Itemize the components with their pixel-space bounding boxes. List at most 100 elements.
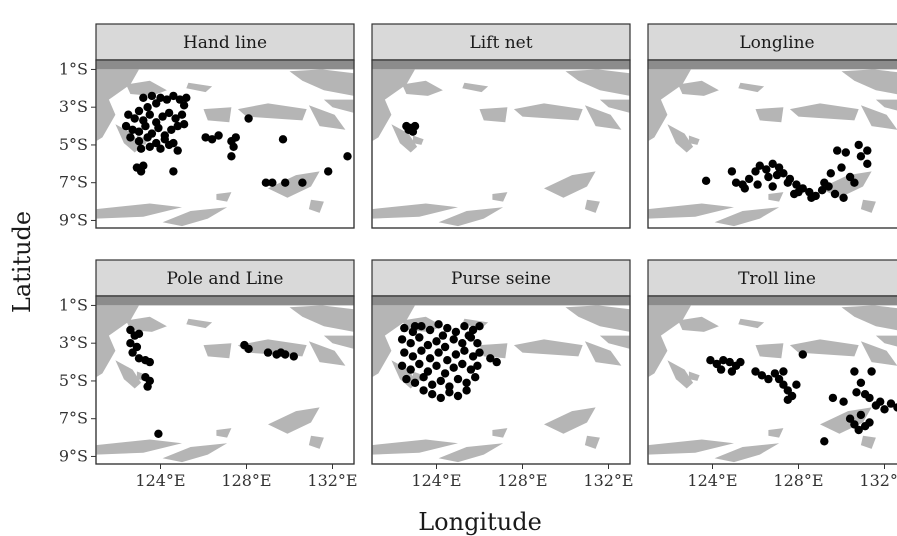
data-point — [893, 403, 897, 412]
landmass — [412, 135, 424, 145]
data-point — [436, 376, 445, 386]
landmass — [678, 80, 719, 96]
landmass — [308, 435, 324, 449]
landmass — [162, 443, 228, 463]
panel-frame — [371, 295, 631, 465]
data-point — [880, 405, 889, 414]
y-tick-label: 7°S — [59, 173, 88, 192]
landmass — [372, 69, 415, 142]
data-point — [397, 335, 407, 344]
data-point — [863, 159, 872, 168]
facet-hand-line: Hand line 1°S 3°S 5°S 7°S 9°S — [59, 23, 355, 229]
landmass — [738, 318, 765, 329]
data-point — [177, 110, 187, 119]
data-point — [121, 121, 131, 131]
landmass — [268, 171, 320, 198]
point-layer — [126, 325, 298, 438]
landmass — [391, 124, 418, 153]
data-point — [807, 193, 816, 202]
landmass — [438, 207, 504, 227]
landmass — [216, 192, 232, 202]
panel-frame — [95, 295, 355, 465]
landmass — [789, 103, 859, 121]
data-point — [830, 189, 840, 199]
data-point — [158, 112, 167, 121]
data-point — [408, 352, 418, 361]
data-point — [229, 142, 238, 151]
landmass — [203, 107, 232, 123]
data-point — [701, 176, 711, 185]
landmass — [96, 296, 354, 306]
data-point — [134, 106, 144, 116]
landmass — [186, 318, 213, 329]
data-point — [171, 114, 180, 123]
data-point — [828, 393, 838, 403]
data-point — [182, 93, 191, 103]
data-point — [740, 184, 749, 193]
landmass — [115, 360, 142, 389]
y-tick-label: 9°S — [59, 446, 88, 465]
panel-frame — [647, 295, 897, 465]
data-point — [134, 137, 144, 146]
data-point — [173, 121, 182, 131]
data-point — [406, 339, 415, 348]
landmass — [96, 439, 182, 455]
data-point — [798, 350, 807, 359]
data-point — [856, 152, 866, 161]
data-point — [854, 425, 863, 435]
data-point — [343, 152, 352, 161]
facet-title: Longline — [739, 33, 814, 53]
data-point — [852, 388, 861, 397]
data-point — [751, 167, 760, 176]
data-point — [458, 359, 467, 369]
landmass — [688, 135, 700, 145]
data-point — [289, 352, 298, 361]
landmass — [289, 305, 354, 332]
point-layer — [121, 91, 352, 187]
data-point — [136, 144, 146, 153]
data-point — [143, 103, 152, 112]
y-axis-title: Latitude — [8, 211, 36, 313]
landmass — [268, 407, 320, 434]
data-point — [268, 178, 277, 187]
landmass — [584, 199, 600, 213]
data-point — [856, 378, 866, 387]
y-tick-label: 7°S — [59, 409, 88, 428]
data-point — [417, 322, 426, 331]
data-point — [164, 140, 174, 150]
data-point — [755, 161, 764, 170]
landmass — [599, 335, 630, 349]
facet-title: Purse seine — [451, 269, 551, 289]
x-tick-label: 124°E — [411, 471, 461, 490]
data-point — [826, 169, 835, 178]
land-layer — [648, 296, 897, 463]
data-point — [462, 386, 471, 395]
x-tick-label: 132°E — [859, 471, 897, 490]
y-tick-label: 9°S — [59, 210, 88, 229]
data-point — [432, 337, 441, 346]
data-point — [425, 325, 435, 335]
data-point — [757, 371, 767, 380]
facet-strip — [647, 23, 897, 61]
landmass — [308, 341, 346, 366]
landmass — [584, 341, 622, 366]
data-point — [179, 120, 189, 129]
data-point — [404, 125, 413, 134]
data-point — [462, 378, 471, 387]
landmass — [565, 305, 630, 332]
landmass — [323, 335, 354, 349]
data-point — [839, 193, 848, 202]
x-tick-label: 124°E — [135, 471, 185, 490]
landmass — [738, 82, 765, 93]
landmass — [841, 305, 897, 331]
landmass — [755, 343, 784, 359]
landmass — [860, 199, 876, 213]
landmass — [667, 360, 694, 389]
facet-panels: Hand line 1°S 3°S 5°S 7°S 9°S Lift net Longline… — [59, 23, 897, 490]
data-point — [130, 114, 139, 123]
data-point — [486, 354, 495, 363]
data-point — [492, 357, 501, 367]
y-tick-label: 5°S — [59, 135, 88, 154]
landmass — [860, 341, 897, 366]
data-point — [432, 361, 441, 370]
